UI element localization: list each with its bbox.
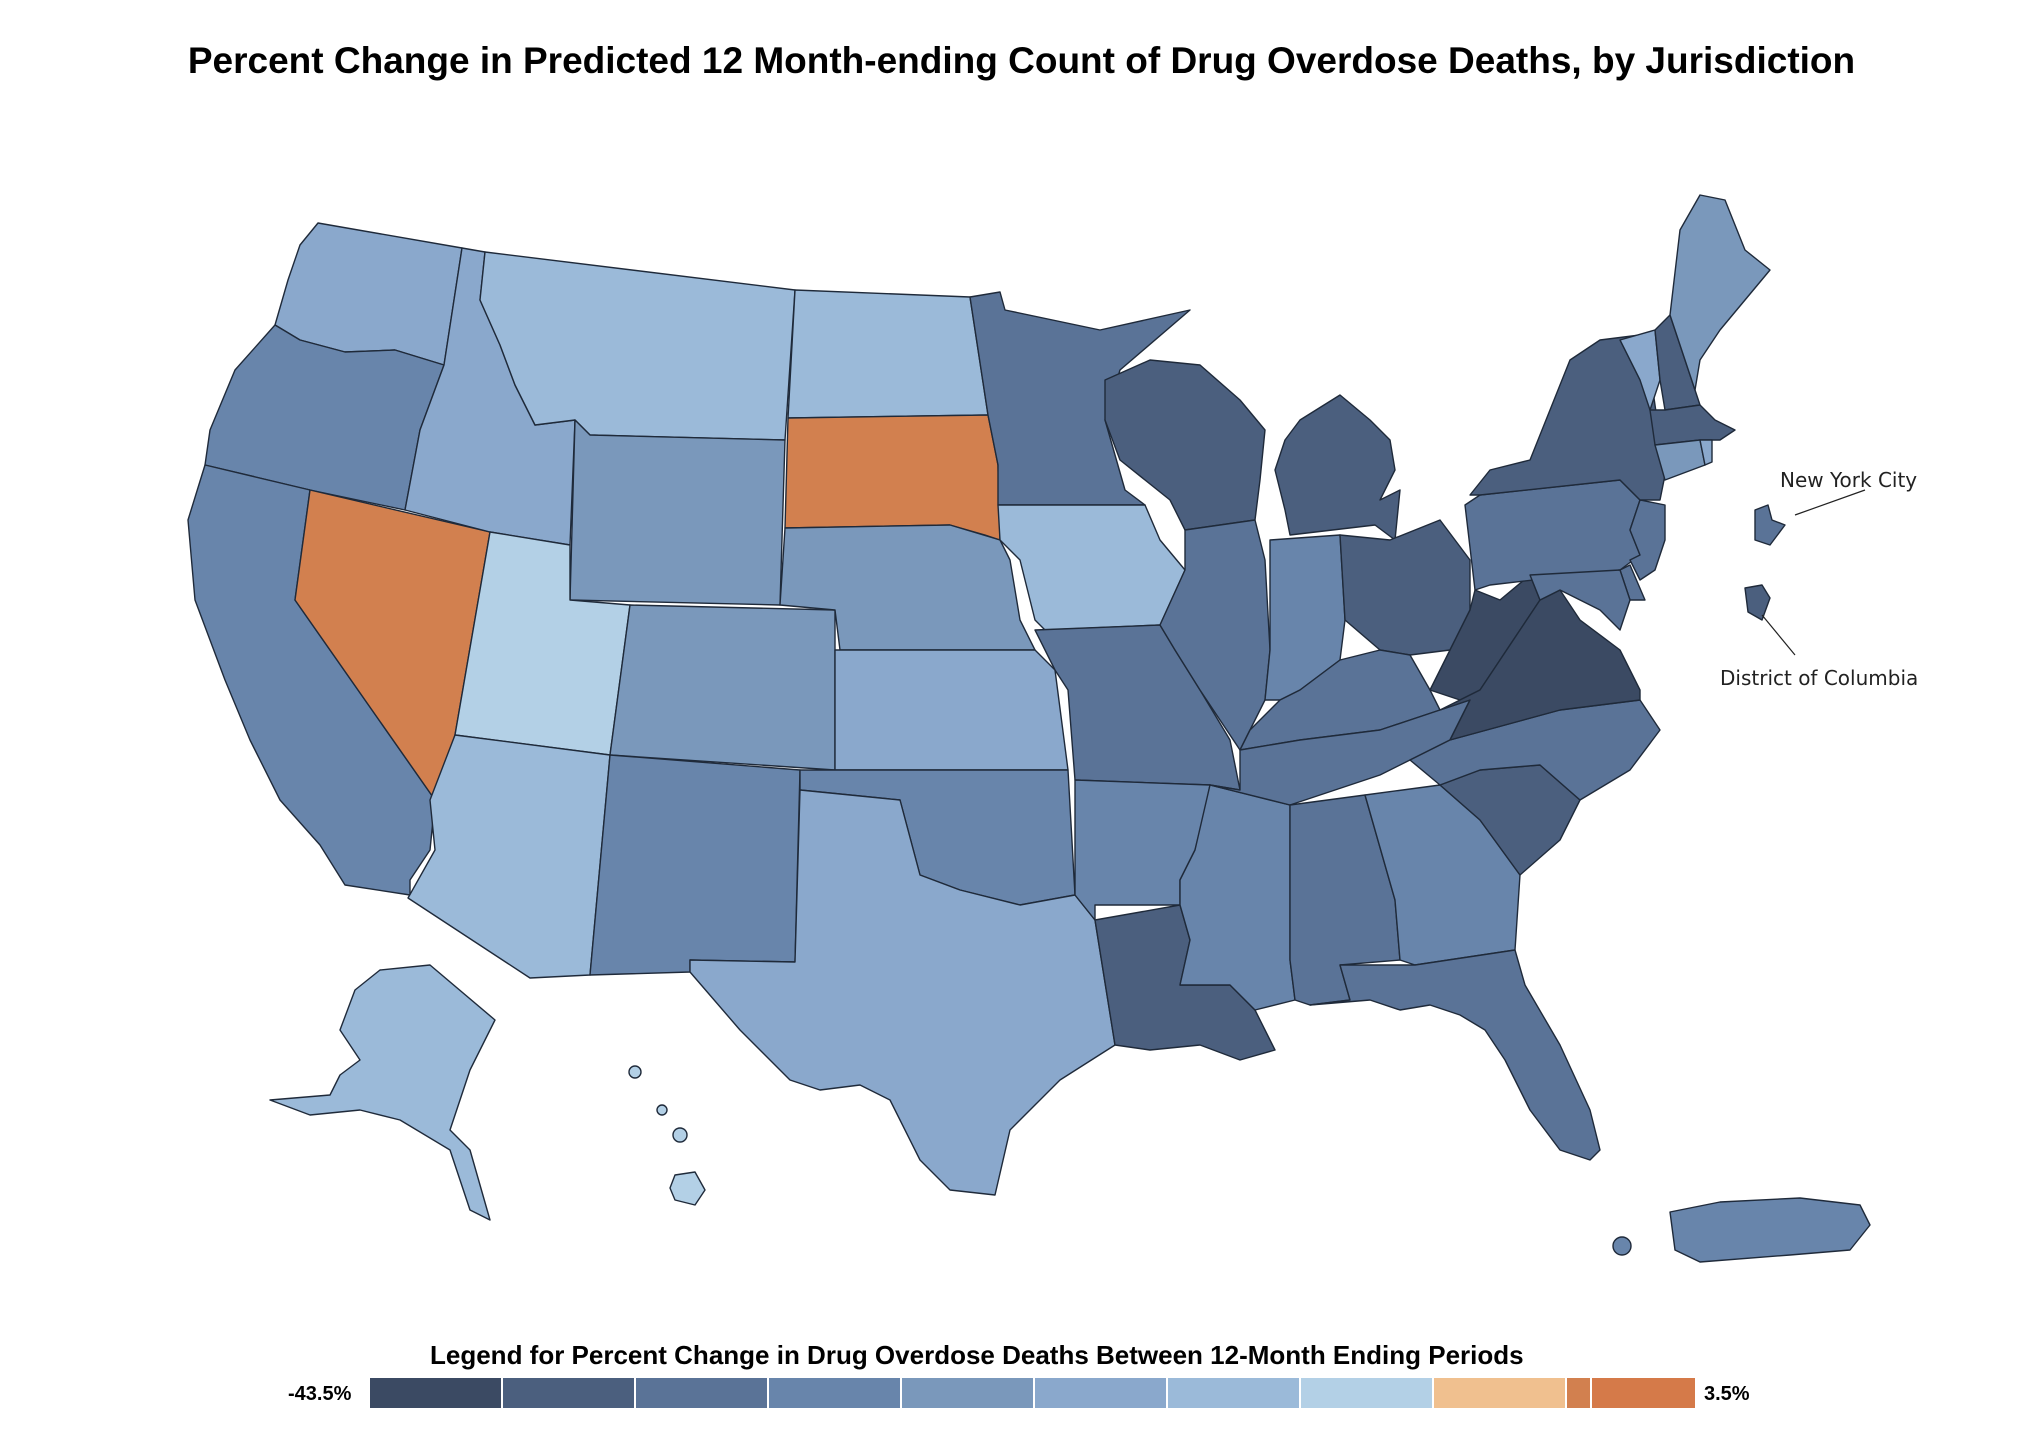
legend-max-label: 3.5% xyxy=(1704,1383,1750,1405)
hawaii-island-oahu xyxy=(656,1104,668,1116)
legend-swatch xyxy=(636,1378,769,1408)
hawaii-island-kauai xyxy=(628,1065,642,1079)
state-IA[interactable] xyxy=(997,504,1186,631)
state-MI[interactable] xyxy=(1274,394,1401,541)
hawaii-island-maui xyxy=(672,1127,688,1143)
state-ME[interactable] xyxy=(1669,194,1771,391)
state-KS[interactable] xyxy=(834,649,1069,771)
legend-swatch xyxy=(1592,1378,1697,1408)
state-CO[interactable] xyxy=(609,604,836,771)
state-VA[interactable] xyxy=(1439,589,1641,741)
legend-swatch xyxy=(370,1378,503,1408)
state-ND[interactable] xyxy=(787,289,989,419)
state-RI[interactable] xyxy=(1699,439,1713,466)
nyc-leader-line xyxy=(1794,489,1866,516)
state-NJ[interactable] xyxy=(1629,499,1666,581)
state-MD[interactable] xyxy=(1529,569,1631,631)
state-OH[interactable] xyxy=(1339,519,1471,656)
state-WI[interactable] xyxy=(1104,359,1266,531)
state-MA[interactable] xyxy=(1649,404,1736,446)
state-VT[interactable] xyxy=(1619,329,1661,411)
dc-label: District of Columbia xyxy=(1720,666,1918,690)
state-NM[interactable] xyxy=(589,754,801,976)
legend-swatch xyxy=(769,1378,902,1408)
state-TX[interactable] xyxy=(689,789,1116,1196)
state-HI[interactable] xyxy=(669,1171,706,1206)
legend-swatch xyxy=(1035,1378,1168,1408)
legend-swatch xyxy=(1301,1378,1434,1408)
state-MT[interactable] xyxy=(479,251,796,441)
legend-title: Legend for Percent Change in Drug Overdo… xyxy=(430,1340,1524,1370)
legend-color-bar xyxy=(370,1378,1697,1408)
state-PR[interactable] xyxy=(1669,1197,1871,1263)
legend-min-label: -43.5% xyxy=(288,1383,352,1405)
legend-swatch xyxy=(902,1378,1035,1408)
state-NE[interactable] xyxy=(779,524,1036,651)
legend-swatch xyxy=(1434,1378,1567,1408)
state-FL[interactable] xyxy=(1309,949,1601,1161)
pr-island-mona xyxy=(1612,1236,1632,1256)
state-SD[interactable] xyxy=(784,414,1001,541)
state-DC[interactable] xyxy=(1744,584,1771,621)
legend-swatch xyxy=(503,1378,636,1408)
dc-leader-line xyxy=(1761,614,1796,656)
map-title: Percent Change in Predicted 12 Month-end… xyxy=(187,40,1856,81)
nyc-label: New York City xyxy=(1780,468,1917,492)
legend-swatch xyxy=(1168,1378,1301,1408)
state-NYC[interactable] xyxy=(1754,504,1786,546)
state-AK[interactable] xyxy=(269,964,496,1221)
state-WY[interactable] xyxy=(569,419,786,606)
legend-swatch xyxy=(1567,1378,1592,1408)
